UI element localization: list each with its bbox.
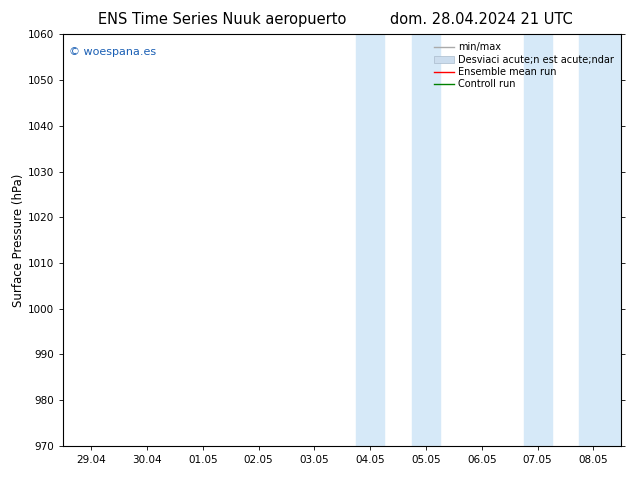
Text: ENS Time Series Nuuk aeropuerto: ENS Time Series Nuuk aeropuerto [98,12,346,27]
Bar [524,34,552,446]
Bar [579,34,621,446]
Bar [356,34,384,446]
Bar [412,34,440,446]
Legend: min/max, Desviaci acute;n est acute;ndar, Ensemble mean run, Controll run: min/max, Desviaci acute;n est acute;ndar… [431,39,616,92]
Text: © woespana.es: © woespana.es [69,47,156,57]
Text: dom. 28.04.2024 21 UTC: dom. 28.04.2024 21 UTC [391,12,573,27]
Y-axis label: Surface Pressure (hPa): Surface Pressure (hPa) [12,173,25,307]
